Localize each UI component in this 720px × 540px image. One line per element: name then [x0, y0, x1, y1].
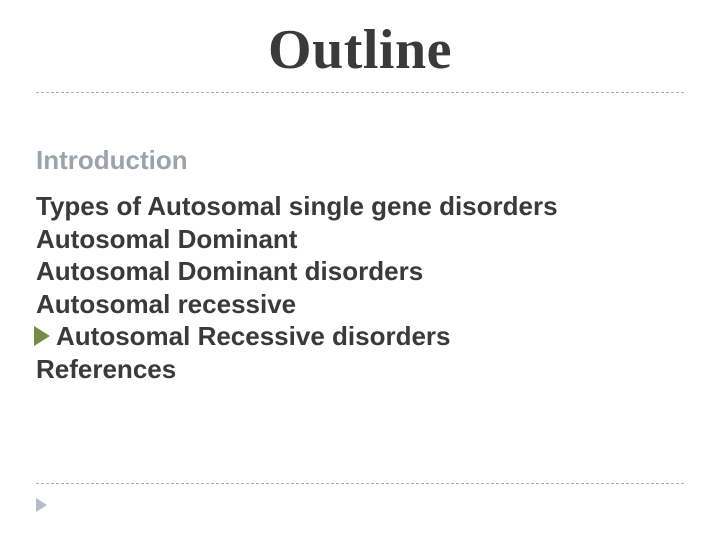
outline-line: References — [36, 353, 684, 386]
outline-line: Autosomal Dominant disorders — [36, 255, 684, 288]
outline-line: Autosomal Dominant — [36, 223, 684, 256]
outline-line-bulleted: Autosomal Recessive disorders — [36, 320, 684, 353]
footer-marker-icon — [36, 498, 47, 512]
outline-line-label: Autosomal Recessive disorders — [56, 320, 451, 353]
content-block: Introduction Types of Autosomal single g… — [36, 145, 684, 385]
chevron-bullet-icon — [34, 326, 50, 346]
footer-divider — [36, 483, 684, 484]
slide-title: Outline — [36, 18, 684, 82]
outline-line: Autosomal recessive — [36, 288, 684, 321]
outline-line: Types of Autosomal single gene disorders — [36, 190, 684, 223]
slide: Outline Introduction Types of Autosomal … — [0, 0, 720, 540]
title-divider — [36, 92, 684, 93]
intro-heading: Introduction — [36, 145, 684, 176]
